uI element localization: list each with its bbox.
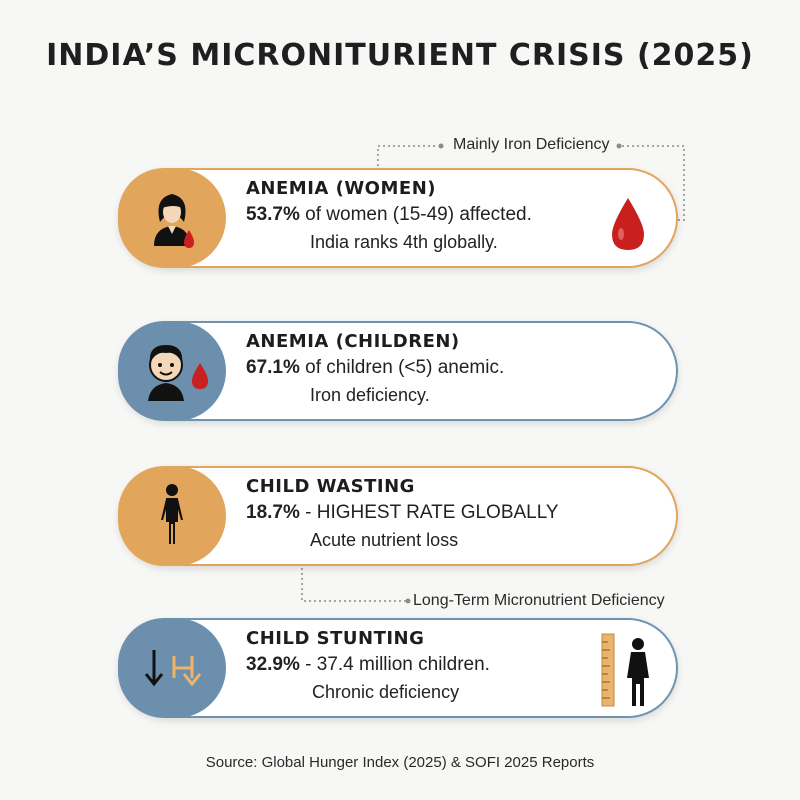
source-footnote: Source: Global Hunger Index (2025) & SOF… <box>205 754 595 771</box>
thin-child-icon <box>161 484 183 544</box>
iron-deficiency-annotation: Mainly Iron Deficiency <box>453 136 610 153</box>
card-note: Iron deficiency. <box>310 385 430 405</box>
card-stat-line: 53.7% of women (15-49) affected. <box>246 204 532 225</box>
card-note: India ranks 4th globally. <box>310 232 498 252</box>
card-heading: ANEMIA (WOMEN) <box>246 178 436 199</box>
woman-badge <box>118 168 226 268</box>
child-badge <box>118 321 226 421</box>
height-arrows-icon <box>144 650 202 687</box>
stunting-badge <box>118 618 226 718</box>
blood-drop-icon <box>612 198 644 250</box>
woman-icon <box>154 194 194 248</box>
page-title: INDIA’S MICRONITURIENT CRISIS (2025) <box>46 38 754 73</box>
middle-connector <box>301 568 406 602</box>
card-child-wasting: CHILD WASTING 18.7% - HIGHEST RATE GLOBA… <box>118 466 678 566</box>
card-anemia-children: ANEMIA (CHILDREN) 67.1% of children (<5)… <box>118 321 678 421</box>
card-child-stunting: CHILD STUNTING 32.9% - 37.4 million chil… <box>118 618 678 718</box>
card-note: Chronic deficiency <box>312 682 460 702</box>
card-stat-line: 32.9% - 37.4 million children. <box>246 654 490 675</box>
top-connector-left <box>377 145 438 166</box>
wasting-badge <box>118 466 226 566</box>
card-stat-line: 67.1% of children (<5) anemic. <box>246 357 505 378</box>
micronutrient-annotation: Long-Term Micronutrient Deficiency <box>413 592 665 609</box>
card-note: Acute nutrient loss <box>310 530 459 550</box>
card-anemia-women: ANEMIA (WOMEN) 53.7% of women (15-49) af… <box>118 168 678 268</box>
card-heading: CHILD STUNTING <box>246 628 425 649</box>
card-stat-line: 18.7% - HIGHEST RATE GLOBALLY <box>246 502 559 523</box>
card-heading: ANEMIA (CHILDREN) <box>246 331 460 352</box>
card-heading: CHILD WASTING <box>246 476 415 497</box>
child-face-icon <box>148 345 208 401</box>
ruler-person-icon <box>601 633 649 707</box>
